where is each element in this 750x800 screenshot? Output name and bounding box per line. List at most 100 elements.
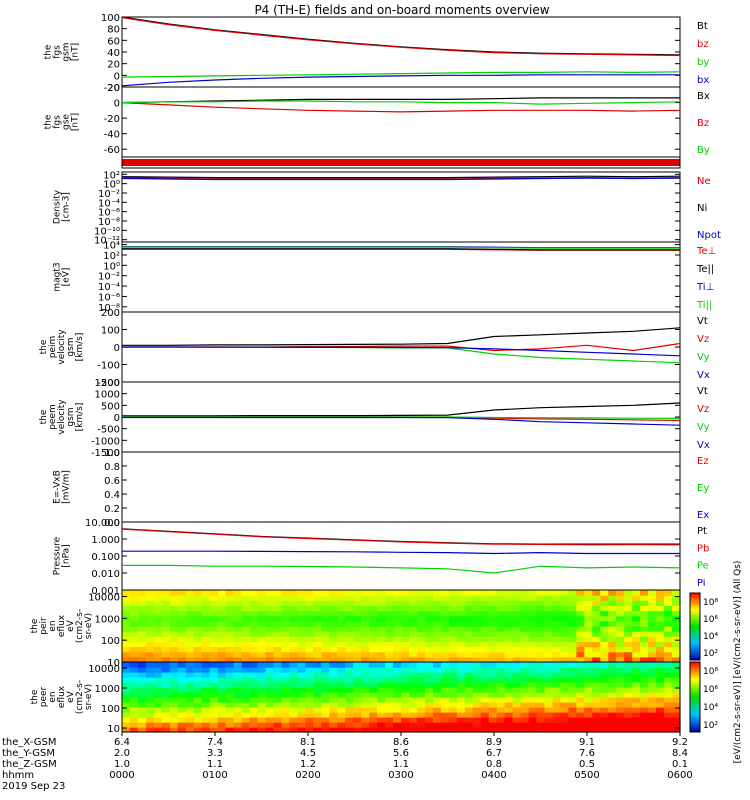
spectrogram-cell — [448, 651, 458, 658]
spectrogram-cell — [528, 615, 538, 622]
spectrogram-cell — [472, 600, 482, 606]
spectrogram-cell — [632, 600, 641, 606]
spectrogram-cell — [472, 646, 482, 653]
spectrogram-cell — [440, 697, 450, 703]
spectrogram-cell — [464, 697, 474, 703]
spectrogram-cell — [512, 727, 522, 733]
spectrogram-cell — [217, 692, 227, 698]
spectrogram-cell — [329, 590, 338, 596]
spectrogram-cell — [496, 631, 506, 637]
spectrogram-cell — [544, 631, 554, 637]
y-tick-label: 10⁻¹² — [94, 236, 120, 247]
spectrogram-cell — [456, 662, 466, 668]
spectrogram-cell — [616, 692, 625, 698]
spectrogram-cell — [289, 717, 298, 723]
spectrogram-cell — [552, 672, 562, 678]
spectrogram-cell — [345, 641, 354, 648]
spectrogram-cell — [257, 646, 267, 653]
spectrogram-cell — [480, 620, 490, 627]
spectrogram-cell — [361, 620, 370, 627]
spectrogram-cell — [385, 636, 394, 642]
spectrogram-cell — [648, 692, 657, 698]
spectrogram-cell — [153, 615, 163, 622]
chart-title: P4 (TH-E) fields and on-board moments ov… — [254, 3, 549, 17]
spectrogram-cell — [536, 615, 546, 622]
spectrogram-cell — [145, 590, 155, 596]
spectrogram-cell — [361, 605, 370, 612]
spectrogram-cell — [456, 631, 466, 637]
y-tick-label: 10⁻⁴ — [98, 282, 120, 293]
spectrogram-cell — [440, 662, 450, 668]
x-tick-label: 0100 — [202, 770, 227, 781]
spectrogram-cell — [361, 727, 370, 733]
spectrogram-cell — [464, 651, 474, 658]
spectrogram-cell — [504, 692, 514, 698]
spectrogram-cell — [233, 610, 243, 617]
spectrogram-cell — [528, 590, 538, 596]
spectrogram-cell — [185, 677, 195, 683]
spectrogram-cell — [440, 727, 450, 733]
spectrogram-cell — [153, 677, 163, 683]
spectrogram-cell — [177, 667, 187, 673]
spectrogram-cell — [169, 646, 179, 653]
spectrogram-cell — [409, 717, 418, 723]
spectrogram-cell — [632, 702, 641, 708]
spectrogram-cell — [512, 600, 522, 606]
spectrogram-cell — [225, 697, 235, 703]
spectrogram-cell — [432, 682, 442, 688]
spectrogram-cell — [153, 687, 163, 693]
spectrogram-cell — [161, 707, 171, 713]
spectrogram-cell — [648, 682, 657, 688]
legend-entry: Vy — [697, 352, 710, 363]
spectrogram-cell — [456, 692, 466, 698]
spectrogram-cell — [536, 646, 546, 653]
spectrogram-cell — [241, 712, 251, 718]
spectrogram-cell — [648, 672, 657, 678]
spectrogram-cell — [257, 707, 267, 713]
spectrogram-cell — [281, 722, 290, 728]
spectrogram-cell — [281, 631, 290, 637]
spectrogram-cell — [480, 595, 490, 601]
x-row-label: hhmm — [2, 770, 34, 781]
spectrogram-cell — [233, 722, 243, 728]
spectrogram-cell — [464, 646, 474, 653]
spectrogram-cell — [464, 590, 474, 596]
spectrogram-cell — [512, 722, 522, 728]
spectrogram-cell — [520, 712, 530, 718]
spectrogram-cell — [528, 687, 538, 693]
spectrogram-cell — [448, 702, 458, 708]
spectrogram-cell — [137, 717, 147, 723]
spectrogram-cell — [520, 626, 530, 632]
spectrogram-cell — [528, 712, 538, 718]
y-tick-label: 10000 — [88, 664, 120, 675]
spectrogram-cell — [289, 682, 298, 688]
spectrogram-cell — [552, 692, 562, 698]
spectrogram-cell — [401, 697, 410, 703]
y-tick-label: 0.100 — [91, 552, 120, 563]
legend-entry: Vx — [697, 370, 710, 381]
spectrogram-cell — [488, 641, 498, 648]
spectrogram-cell — [512, 646, 522, 653]
spectrogram-cell — [257, 677, 267, 683]
spectrogram-cell — [432, 702, 442, 708]
spectrogram-cell — [185, 590, 195, 596]
spectrogram-cell — [432, 672, 442, 678]
spectrogram-cell — [281, 727, 290, 733]
spectrogram-cell — [440, 600, 450, 606]
spectrogram-cell — [201, 620, 211, 627]
spectrogram-cell — [337, 631, 346, 637]
spectrogram-cell — [209, 651, 219, 658]
spectrogram-cell — [297, 651, 306, 658]
spectrogram-cell — [289, 605, 298, 612]
spectrogram-cell — [393, 595, 402, 601]
spectrogram-cell — [592, 702, 601, 708]
spectrogram-cell — [257, 722, 267, 728]
spectrogram-cell — [337, 605, 346, 612]
spectrogram-cell — [488, 702, 498, 708]
spectrogram-cell — [416, 677, 426, 683]
spectrogram-cell — [361, 600, 370, 606]
spectrogram-cell — [616, 600, 625, 606]
spectrogram-cell — [424, 600, 434, 606]
spectrogram-cell — [544, 600, 554, 606]
